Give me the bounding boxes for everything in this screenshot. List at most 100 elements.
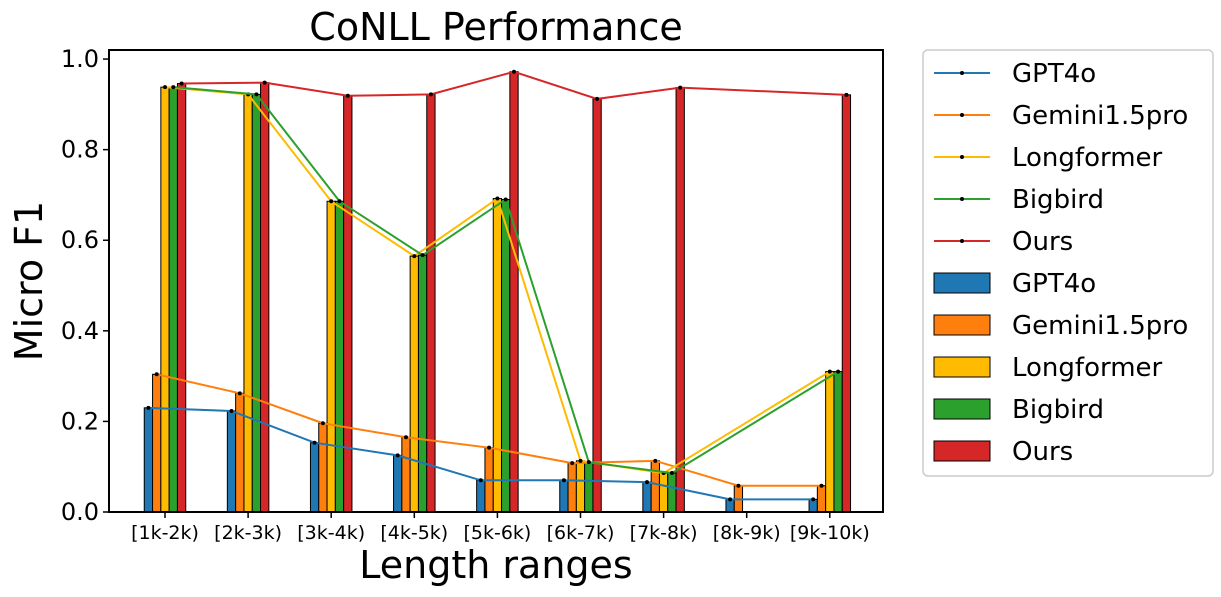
bar — [168, 86, 178, 513]
data-point — [312, 440, 317, 445]
data-point — [254, 92, 259, 97]
legend-label: Bigbird — [1012, 185, 1104, 215]
x-tick-label: [2k-3k) — [214, 522, 282, 544]
data-point — [844, 92, 849, 97]
lines-layer — [146, 69, 849, 502]
bar — [509, 71, 519, 513]
data-point — [811, 497, 816, 502]
data-point — [595, 96, 600, 101]
legend-bar-swatch — [933, 398, 991, 420]
bar — [143, 407, 154, 513]
bar — [667, 472, 677, 513]
data-point — [420, 253, 425, 258]
legend-label: Bigbird — [1012, 395, 1104, 425]
y-tick-label: 0.8 — [61, 136, 99, 164]
data-point — [478, 478, 483, 483]
bar — [642, 481, 652, 513]
data-point — [645, 480, 649, 485]
data-point — [570, 461, 575, 466]
data-point — [412, 254, 417, 259]
data-point — [561, 478, 566, 483]
bar — [409, 255, 419, 513]
bar — [417, 254, 428, 513]
data-point — [179, 81, 184, 86]
data-point — [487, 445, 492, 450]
bar — [426, 93, 436, 513]
y-tick-label: 0.6 — [61, 226, 99, 254]
data-point — [404, 435, 408, 440]
data-point — [237, 391, 242, 396]
bar — [176, 83, 187, 513]
bar — [243, 93, 253, 513]
legend-marker — [960, 71, 964, 75]
legend-label: Longformer — [1012, 143, 1163, 173]
x-axis-title: Length ranges — [359, 543, 632, 587]
legend-label: GPT4o — [1012, 269, 1096, 299]
bar — [309, 442, 320, 513]
bar — [658, 472, 669, 513]
y-tick-label: 0.0 — [61, 498, 99, 526]
bar — [251, 93, 262, 513]
bar — [816, 485, 827, 513]
data-point — [146, 405, 151, 410]
bar — [226, 410, 237, 513]
data-point — [495, 196, 500, 201]
plot-frame — [108, 49, 884, 513]
data-point — [154, 372, 159, 377]
bar — [160, 86, 170, 513]
legend-label: Ours — [1012, 437, 1073, 467]
x-tick-label: [6k-7k) — [547, 522, 615, 544]
legend-bar-swatch — [933, 440, 991, 462]
legend-label: Gemini1.5pro — [1012, 101, 1188, 131]
legend-label: Gemini1.5pro — [1012, 311, 1188, 341]
bar — [825, 371, 835, 513]
bar — [833, 371, 843, 513]
y-tick-label: 1.0 — [61, 45, 99, 73]
data-point — [827, 369, 832, 374]
data-point — [163, 85, 167, 90]
data-point — [345, 93, 350, 98]
y-tick-label: 0.2 — [61, 407, 99, 435]
bar — [575, 460, 586, 513]
bar — [318, 422, 328, 513]
bar — [592, 98, 602, 513]
legend-frame — [922, 49, 1214, 477]
series-line — [173, 86, 839, 475]
x-tick-label: [7k-8k) — [630, 522, 698, 544]
legend-label: GPT4o — [1012, 59, 1096, 89]
data-point — [512, 69, 516, 74]
legend-marker — [960, 155, 964, 159]
data-point — [586, 460, 591, 465]
data-point — [395, 453, 400, 458]
bar — [393, 454, 403, 513]
y-tick-label: 0.4 — [61, 317, 99, 345]
data-point — [229, 408, 234, 413]
bar — [235, 392, 245, 513]
legend-bar-swatch — [933, 272, 991, 294]
data-point — [678, 85, 683, 90]
bar — [567, 462, 577, 513]
bar — [584, 461, 594, 513]
bar — [650, 460, 660, 513]
legend-marker — [960, 239, 964, 243]
legend-bar-swatch — [933, 356, 991, 378]
bar — [260, 82, 270, 513]
bar — [841, 94, 852, 513]
bar — [501, 198, 511, 513]
y-axis: 0.0 0.2 0.4 0.6 0.8 1.0 — [61, 45, 109, 526]
bar — [326, 200, 336, 513]
data-point — [503, 197, 508, 202]
data-point — [836, 369, 841, 374]
legend-marker — [960, 113, 964, 117]
x-tick-label: [5k-6k) — [463, 522, 531, 544]
data-point — [728, 497, 733, 502]
bar — [675, 87, 685, 513]
data-point — [653, 458, 658, 463]
data-point — [337, 199, 342, 204]
x-tick-label: [1k-2k) — [131, 522, 199, 544]
chart-title: CoNLL Performance — [309, 5, 682, 49]
bars-layer — [143, 71, 852, 513]
bar — [343, 95, 353, 513]
data-point — [819, 483, 824, 488]
series-line — [181, 70, 847, 100]
